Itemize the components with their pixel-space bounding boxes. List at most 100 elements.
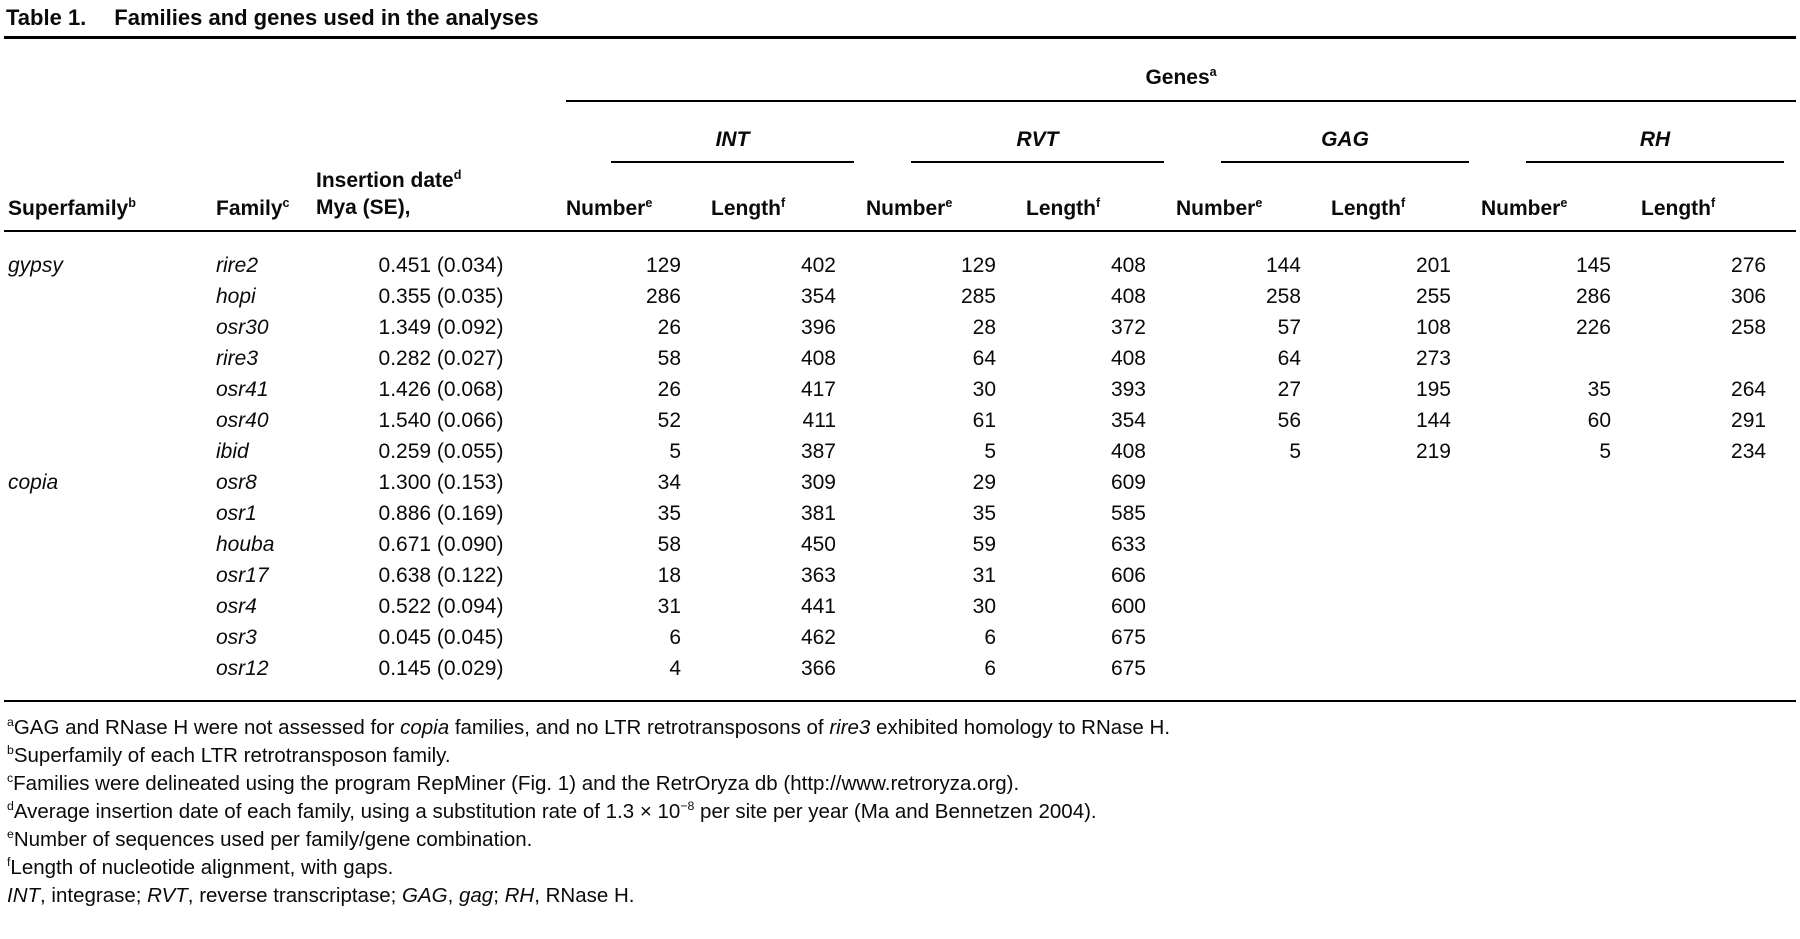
cell-rh-number: 60 [1587,408,1611,432]
cell-int-length: 309 [800,470,836,494]
footnote-marker: f [7,855,11,870]
cell-rvt-length: 675 [1110,656,1146,680]
col-header-rh-length: Lengthf [1641,163,1797,232]
cell-rh-length [1641,622,1796,653]
cell-rh-number [1481,467,1641,498]
cell-superfamily [4,498,216,529]
cell-rh-number [1481,622,1641,653]
cell-rh-number: 145 [1575,253,1611,277]
cell-gag-number [1176,529,1331,560]
cell-gag-number [1176,498,1331,529]
table-body: gypsy rire2 0.451 (0.034) 129 402 129 408 144 20… [4,231,1796,701]
cell-rvt-number: 30 [972,594,996,618]
cell-family: houba [216,532,275,556]
cell-int-number: 58 [657,532,681,556]
footnote-marker: b [7,743,14,758]
cell-int-length: 408 [800,346,836,370]
cell-insertion-date: 0.145 (0.029) [378,656,504,680]
cell-insertion-date: 0.886 (0.169) [378,501,504,525]
cell-gag-length: 195 [1415,377,1451,401]
cell-superfamily [4,374,216,405]
col-header-rvt-length: Lengthf [1026,163,1176,232]
table-row: hopi 0.355 (0.035) 286 354 285 408 258 255 286 30… [4,281,1796,312]
cell-rh-number [1481,343,1641,374]
cell-family: rire3 [216,346,259,370]
table-row: osr12 0.145 (0.029) 4 366 6 675 [4,653,1796,684]
cell-rvt-length: 585 [1110,501,1146,525]
cell-rh-number: 5 [1599,439,1611,463]
cell-int-number: 58 [657,346,681,370]
cell-family: hopi [216,284,256,308]
genes-label: Genes [1145,66,1210,89]
cell-int-number: 34 [657,470,681,494]
cell-rvt-length: 606 [1110,563,1146,587]
footnote-marker: c [7,771,14,786]
cell-gag-number: 144 [1265,253,1301,277]
cell-rvt-number: 64 [972,346,996,370]
col-header-family: Familyc [216,163,316,232]
cell-int-number: 4 [669,656,681,680]
col-header-int-number: Numbere [566,163,711,232]
cell-gag-number [1176,622,1331,653]
cell-int-length: 366 [800,656,836,680]
cell-int-length: 354 [800,284,836,308]
col-header-gag-number: Numbere [1176,163,1331,232]
cell-int-number: 31 [657,594,681,618]
footnote-marker: e [7,827,14,842]
group-label-rvt: RVT [1016,128,1059,151]
cell-rvt-number: 59 [972,532,996,556]
cell-int-number: 52 [657,408,681,432]
table-row: copia osr8 1.300 (0.153) 34 309 29 609 [4,467,1796,498]
group-header-rh: RH [1481,101,1796,163]
cell-int-number: 35 [657,501,681,525]
cell-gag-length [1331,622,1481,653]
cell-rh-length: 276 [1731,253,1767,277]
cell-rh-number [1481,653,1641,684]
cell-gag-length [1331,467,1481,498]
cell-gag-number: 56 [1277,408,1301,432]
cell-insertion-date: 0.259 (0.055) [378,439,504,463]
cell-gag-length: 144 [1415,408,1451,432]
cell-rvt-length: 408 [1110,253,1146,277]
cell-superfamily [4,312,216,343]
cell-rvt-number: 61 [972,408,996,432]
cell-rvt-number: 285 [960,284,996,308]
table-row: houba 0.671 (0.090) 58 450 59 633 [4,529,1796,560]
cell-gag-number: 5 [1289,439,1301,463]
cell-rh-length: 264 [1731,377,1767,401]
genes-group-header: Genesa [566,39,1797,102]
cell-rvt-length: 354 [1110,408,1146,432]
group-label-gag: GAG [1321,128,1369,151]
cell-rh-length [1641,343,1796,374]
col-header-superfamily: Superfamilyb [4,163,216,232]
cell-gag-length [1331,498,1481,529]
cell-gag-length: 219 [1415,439,1451,463]
cell-gag-number: 57 [1277,315,1301,339]
cell-rvt-length: 675 [1110,625,1146,649]
cell-gag-length: 273 [1415,346,1451,370]
cell-gag-number [1176,560,1331,591]
group-label-rh: RH [1639,128,1671,151]
cell-rvt-number: 6 [984,656,996,680]
cell-rvt-length: 600 [1110,594,1146,618]
cell-int-number: 18 [657,563,681,587]
cell-rvt-length: 609 [1110,470,1146,494]
cell-insertion-date: 0.282 (0.027) [378,346,504,370]
table-caption: Families and genes used in the analyses [114,5,539,30]
cell-rvt-length: 408 [1110,346,1146,370]
cell-rh-number: 35 [1587,377,1611,401]
cell-insertion-date: 1.426 (0.068) [378,377,504,401]
cell-int-length: 396 [800,315,836,339]
cell-int-length: 462 [800,625,836,649]
cell-family: osr12 [216,656,269,680]
cell-gag-number [1176,467,1331,498]
cell-int-number: 286 [645,284,681,308]
cell-rh-number [1481,498,1641,529]
table-row: osr30 1.349 (0.092) 26 396 28 372 57 108 226 258 [4,312,1796,343]
cell-int-number: 26 [657,377,681,401]
cell-insertion-date: 0.638 (0.122) [378,563,504,587]
cell-insertion-date: 0.451 (0.034) [378,253,504,277]
cell-superfamily [4,529,216,560]
cell-family: osr3 [216,625,257,649]
cell-family: osr8 [216,470,257,494]
